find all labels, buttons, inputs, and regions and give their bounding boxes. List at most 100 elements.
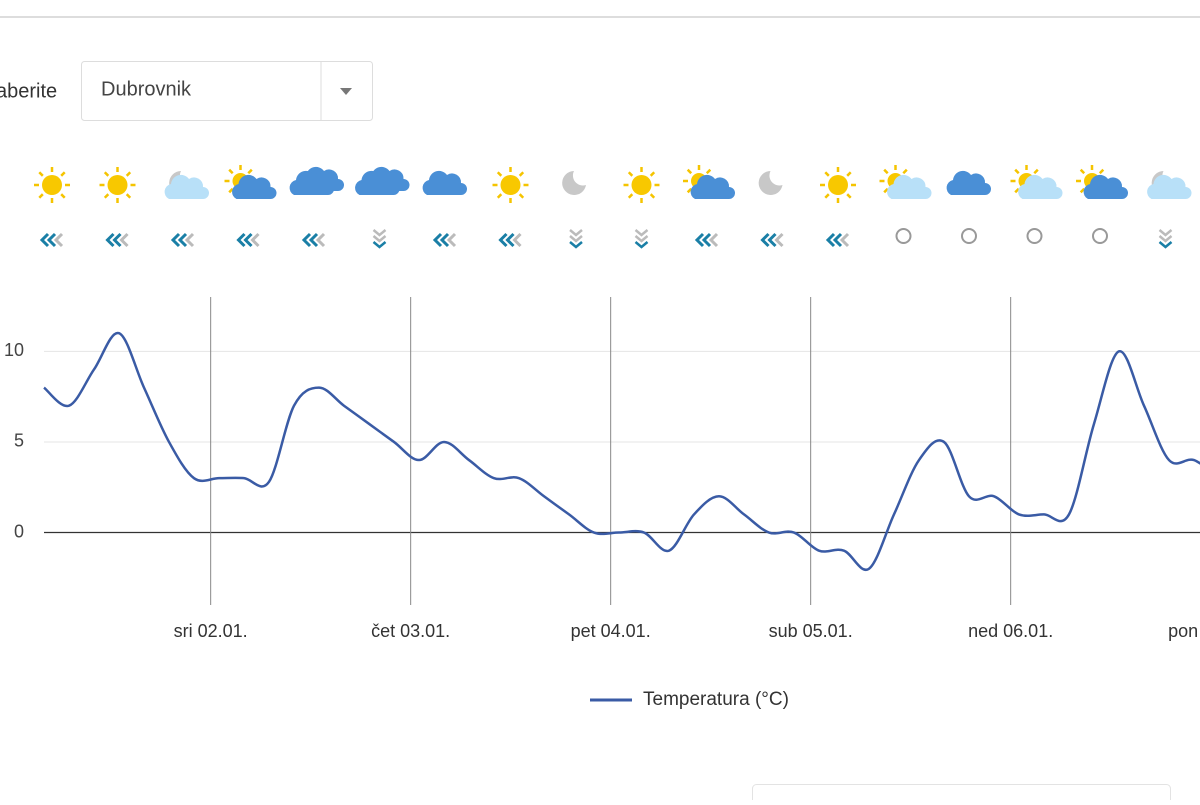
sun-ray [125, 193, 132, 199]
cloud [1083, 174, 1128, 199]
wind-arrow [308, 232, 319, 248]
calm [895, 228, 912, 244]
sun-ray [1014, 168, 1020, 175]
x-tick-label: pon 07.01. [1168, 621, 1200, 641]
cloud [289, 170, 334, 195]
cloud [164, 174, 209, 199]
wind-arrow [53, 232, 64, 248]
wind-arrow [446, 232, 457, 248]
sun [107, 175, 128, 195]
wind-arrow [760, 232, 770, 248]
rain-drops [370, 196, 380, 204]
wind-arrow [767, 232, 777, 248]
wind-arrow [1158, 229, 1173, 237]
moon [562, 171, 586, 195]
sun-ray [38, 193, 44, 199]
y-tick-label: 5 [14, 431, 24, 451]
cloud [690, 174, 735, 199]
wind-arrow [498, 232, 508, 248]
cloud [1147, 174, 1192, 199]
wind-arrow [170, 232, 181, 248]
sun-ray [228, 168, 234, 175]
sun [631, 175, 652, 195]
wind-arrow [432, 232, 443, 248]
sun-ray [686, 187, 693, 194]
x-tick-label: sri 02.01. [174, 621, 248, 641]
weather-icons [34, 165, 1192, 249]
sun-ray [846, 171, 852, 177]
legend-label: Temperatura (°C) [643, 689, 789, 710]
sun-ray [883, 187, 889, 194]
x-tick-label: pet 04.01. [571, 621, 651, 641]
city-select[interactable]: Dubrovnik [81, 61, 373, 121]
wind-arrow [634, 229, 649, 237]
calm [1092, 228, 1108, 244]
wind-arrow [177, 232, 188, 248]
sun-ray [228, 187, 234, 194]
sun-ray [649, 171, 656, 177]
sun-ray [518, 193, 525, 199]
sun-ray [705, 168, 712, 175]
sun-ray [1079, 168, 1086, 175]
cloud [946, 170, 991, 195]
cloud [422, 170, 467, 195]
sun-ray [1014, 187, 1020, 194]
x-tick-label: ned 06.01. [968, 621, 1053, 641]
sun-ray [649, 193, 656, 199]
wind-arrow [184, 232, 195, 248]
sun-ray [686, 168, 693, 175]
sun-ray [1033, 168, 1039, 175]
wind-arrow [512, 232, 522, 248]
sun-ray [902, 168, 908, 175]
sun-ray [824, 171, 830, 177]
sun-ray [496, 193, 503, 199]
wind-arrow [105, 232, 115, 248]
wind-arrow [634, 235, 649, 243]
wind-arrow [1158, 241, 1173, 249]
sun-ray [247, 168, 253, 175]
wind-arrow [774, 232, 784, 248]
wind-arrow [694, 232, 705, 248]
y-tick-label: 0 [14, 521, 24, 541]
wind-arrow [634, 241, 649, 249]
wind-arrow [569, 235, 583, 243]
sun-ray [883, 168, 889, 175]
sun-ray [627, 193, 634, 199]
sun-ray [518, 171, 525, 177]
sun-ray [103, 171, 110, 177]
sun-ray [627, 171, 634, 177]
sun-ray [103, 193, 110, 199]
sun-ray [824, 193, 830, 199]
temperature-chart: 0 5 10 sri 02.01. čet 03.01. pet 04.01. sub 05… [4, 297, 1200, 710]
sun [42, 175, 62, 195]
sun-ray [60, 171, 66, 177]
select-box[interactable] [81, 61, 373, 121]
wind-arrow [701, 232, 712, 248]
wind-arrow [839, 232, 850, 248]
select-arrow[interactable] [340, 88, 352, 95]
wind-arrow [832, 232, 843, 248]
sun-ray [1098, 168, 1105, 175]
sun-ray [60, 193, 66, 199]
calm [1026, 228, 1043, 244]
wind-arrow [372, 241, 387, 249]
wind-arrow [825, 232, 836, 248]
sun-ray [125, 171, 132, 177]
select-value[interactable]: Dubrovnik [101, 78, 192, 100]
wind-arrow [301, 232, 312, 248]
wind-arrow [119, 232, 129, 248]
wind-arrow [708, 232, 719, 248]
sun-ray [846, 193, 852, 199]
wind-arrow [505, 232, 515, 248]
sun-ray [496, 171, 503, 177]
x-tick-label: sub 05.01. [769, 621, 853, 641]
sun-ray [1079, 187, 1086, 194]
sun [828, 175, 848, 195]
sun [500, 175, 521, 195]
bottom-card [752, 784, 1171, 805]
temperature-line [43, 331, 1200, 572]
sun-ray [38, 171, 44, 177]
wind-arrow [439, 232, 450, 248]
wind-arrow [569, 241, 583, 249]
